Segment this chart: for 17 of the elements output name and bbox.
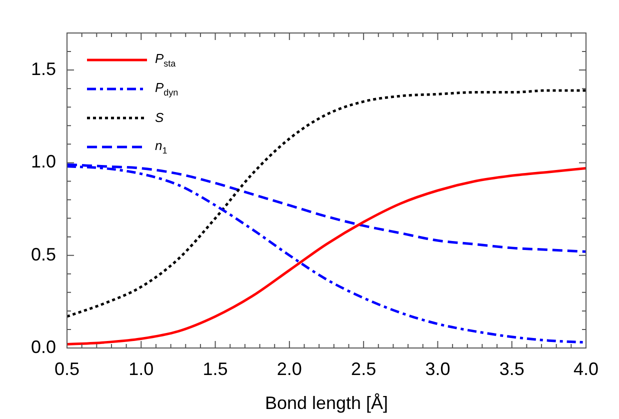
x-tick-label: 1.5 <box>202 358 228 379</box>
legend-label: n$_{1}$ <box>155 138 168 156</box>
y-tick-label: 0.0 <box>30 336 56 357</box>
x-tick-label: 2.5 <box>351 358 376 379</box>
x-tick-label: 1.0 <box>128 358 154 379</box>
y-tick-label: 0.5 <box>30 244 56 264</box>
x-tick-label: 4.0 <box>573 358 599 379</box>
legend-label: P$_{dyn}$ <box>155 80 178 98</box>
y-tick-label: 1.5 <box>30 59 56 80</box>
x-axis-title: Bond length [Å] <box>264 393 388 414</box>
x-tick-label: 3.5 <box>499 358 524 379</box>
legend-label: S <box>155 110 164 125</box>
legend-label: P$_{sta}$ <box>155 50 176 68</box>
x-tick-label: 2.0 <box>276 358 302 379</box>
x-tick-label: 0.5 <box>54 358 80 379</box>
x-tick-label: 3.0 <box>425 358 450 379</box>
y-tick-label: 1.0 <box>30 152 56 172</box>
